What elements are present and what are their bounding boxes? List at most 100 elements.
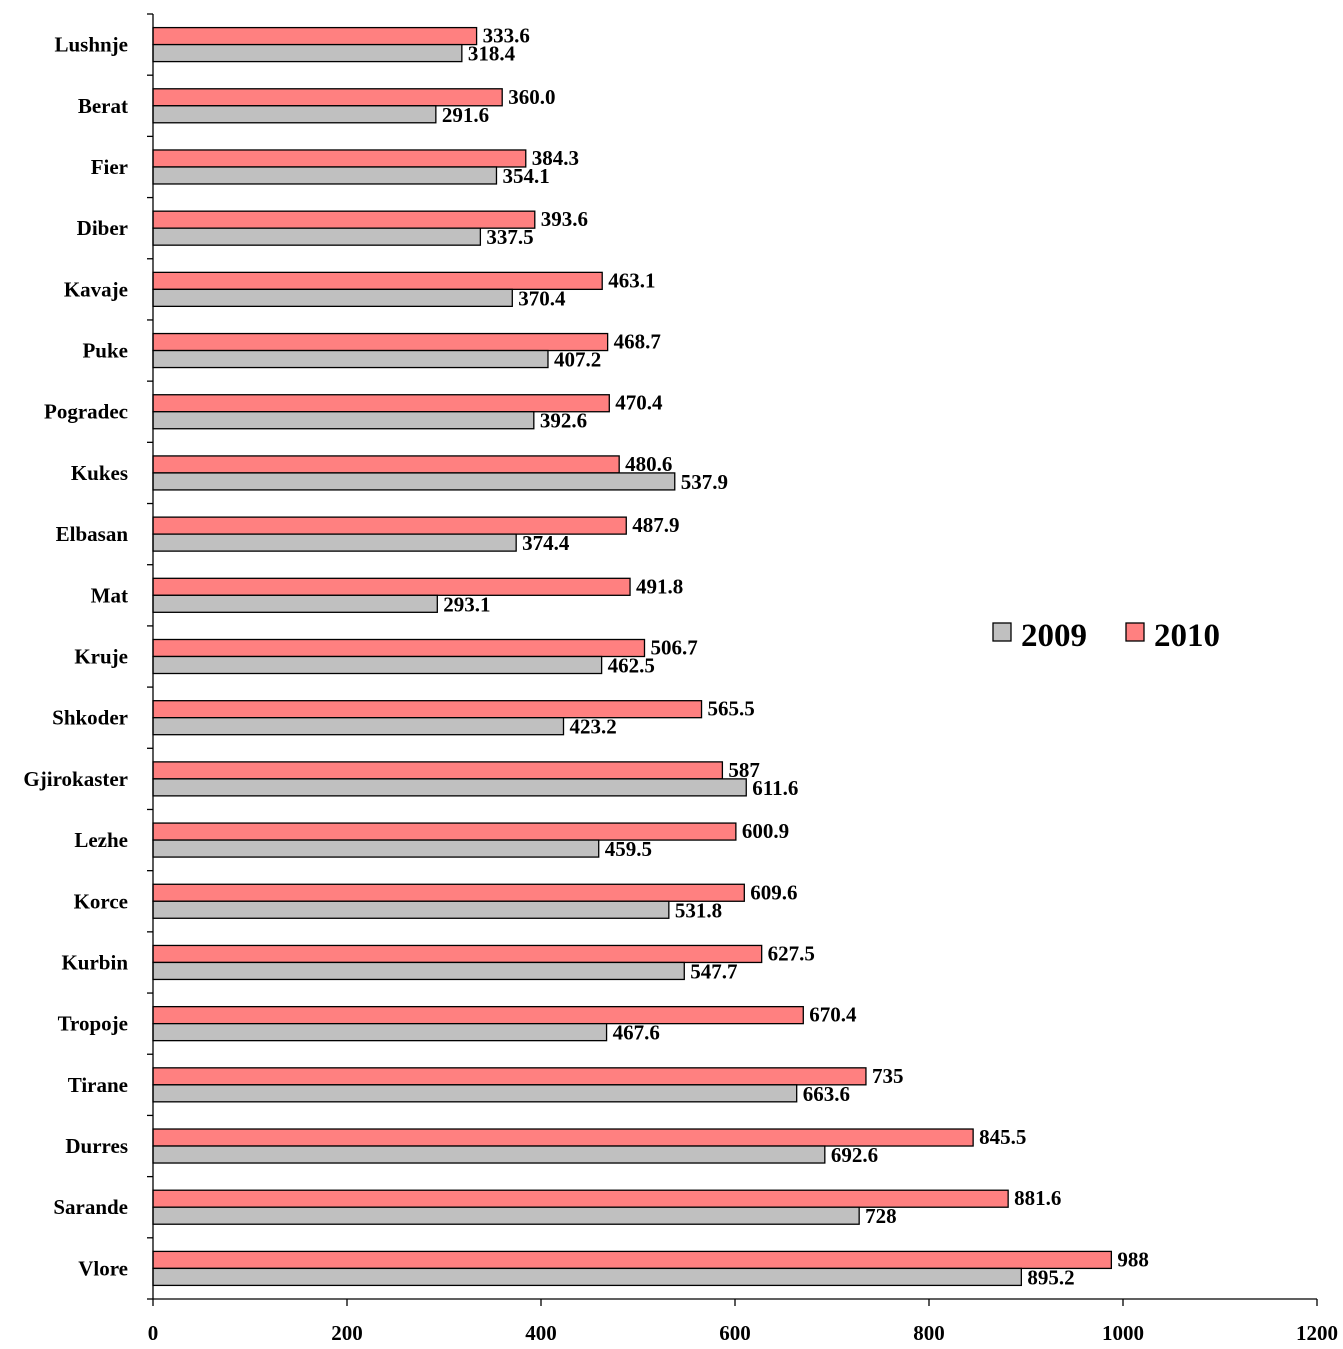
data-label-2009: 392.6 [540,409,587,433]
x-tick-label: 800 [913,1321,945,1345]
data-label-2009: 537.9 [681,470,728,494]
bar-2009 [152,961,685,981]
data-label-2009: 895.2 [1027,1265,1074,1289]
bar-2010 [152,149,527,168]
bar-2009 [152,43,463,63]
bar-2009 [152,1084,798,1103]
category-label: Kavaje [64,277,128,301]
data-label-2009: 291.6 [442,103,489,127]
bar-2009 [152,533,517,552]
data-label-2010: 480.6 [625,452,672,476]
bar-2009 [152,1022,608,1042]
bar-2010 [152,1250,1113,1270]
bar-2010 [152,577,631,596]
data-label-2010: 393.6 [541,207,588,231]
category-label: Vlore [78,1256,128,1280]
bar-2009 [152,1267,1022,1287]
x-tick-label: 600 [719,1321,751,1345]
bar-2010 [152,332,609,352]
data-label-2009: 462.5 [608,654,655,678]
data-label-2009: 407.2 [554,348,601,372]
bar-2010 [152,638,646,658]
data-label-2010: 988 [1117,1247,1149,1271]
legend-swatch-2010 [1125,622,1145,642]
category-label: Kurbin [61,950,128,974]
category-label: Gjirokaster [23,767,128,791]
data-label-2010: 670.4 [809,1003,857,1027]
data-label-2010: 609.6 [750,880,797,904]
bar-2010 [152,1067,867,1086]
category-label: Sarande [53,1195,128,1219]
data-label-2010: 565.5 [708,697,755,721]
bar-2010 [152,1005,804,1025]
bar-2009 [152,411,535,430]
category-label: Elbasan [56,522,129,546]
data-label-2010: 463.1 [608,268,655,292]
bar-2009 [152,594,438,613]
category-label: Durres [65,1134,128,1158]
data-label-2009: 318.4 [468,42,516,66]
bar-2009 [152,778,747,797]
category-label: Lezhe [74,828,128,852]
data-label-2010: 384.3 [532,146,579,170]
data-label-2010: 600.9 [742,819,789,843]
data-label-2010: 845.5 [979,1125,1026,1149]
category-label: Fier [91,155,128,179]
bar-2009 [152,1206,860,1225]
bar-2010 [152,761,724,780]
data-label-2009: 370.4 [518,286,566,310]
data-label-2009: 374.4 [522,531,570,555]
category-label: Mat [91,583,128,607]
data-label-2010: 470.4 [615,391,663,415]
data-label-2009: 293.1 [443,592,490,616]
category-label: Kukes [71,461,128,485]
bar-2009 [152,105,437,124]
data-label-2010: 468.7 [614,330,661,354]
category-label: Diber [77,216,128,240]
bar-2009 [152,166,498,185]
legend-label-2009: 2009 [1021,618,1087,654]
category-label: Puke [82,339,128,363]
data-label-2009: 611.6 [752,776,798,800]
x-tick-label: 400 [525,1321,557,1345]
x-tick-label: 1000 [1102,1321,1144,1345]
data-label-2009: 337.5 [486,225,533,249]
bar-2009 [152,1145,826,1164]
category-label: Tirane [68,1073,128,1097]
bar-2009 [152,472,676,491]
data-label-2010: 735 [872,1064,904,1088]
category-label: Berat [78,94,128,118]
bar-2010 [152,700,703,719]
bar-2009 [152,288,513,308]
data-label-2010: 360.0 [508,85,555,109]
data-label-2009: 354.1 [502,164,549,188]
data-label-2010: 333.6 [483,24,530,48]
category-label: Lushnje [54,33,128,57]
data-label-2010: 881.6 [1014,1186,1061,1210]
data-label-2010: 506.7 [650,636,697,660]
data-label-2009: 459.5 [605,837,652,861]
data-label-2009: 423.2 [570,715,617,739]
data-label-2010: 627.5 [768,941,815,965]
category-label: Shkoder [52,706,128,730]
legend-label-2010: 2010 [1154,618,1220,654]
data-label-2009: 728 [865,1204,897,1228]
data-label-2010: 491.8 [636,574,683,598]
bar-2009 [152,655,603,675]
bar-2010 [152,26,478,46]
category-label: Korce [74,889,128,913]
x-tick-label: 1200 [1296,1321,1338,1345]
bar-2009 [152,349,549,369]
bar-2009 [152,900,670,919]
legend-swatch-2009 [992,622,1012,642]
x-tick-label: 200 [331,1321,363,1345]
bar-2009 [152,717,565,736]
bar-2010 [152,455,620,474]
data-label-2009: 531.8 [675,898,722,922]
category-label: Tropoje [58,1012,128,1036]
data-label-2009: 467.6 [613,1021,660,1045]
bar-2010 [152,883,745,902]
bar-2010 [152,210,536,229]
